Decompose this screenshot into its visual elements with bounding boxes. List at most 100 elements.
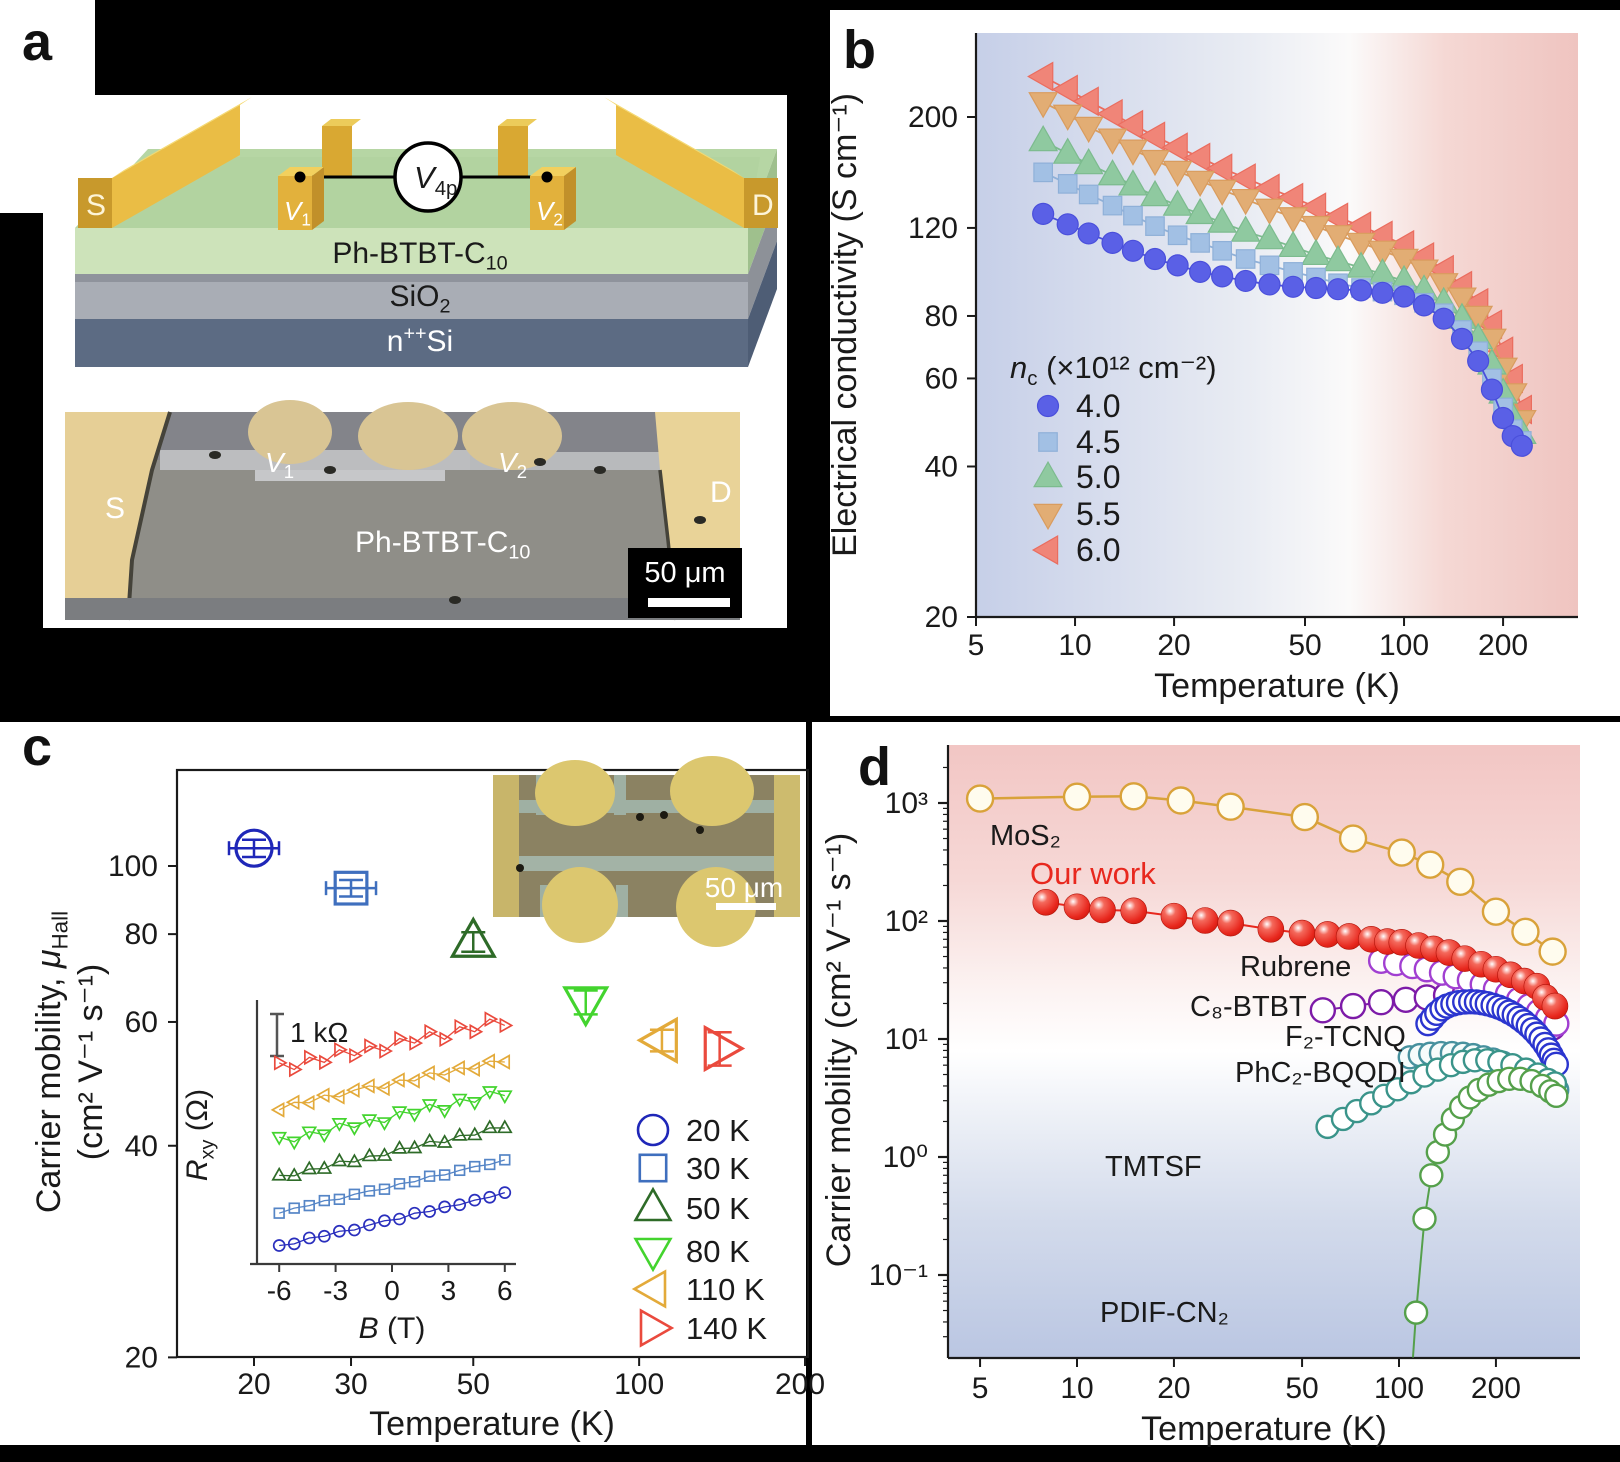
scalebar-label: 1 kΩ: [290, 1017, 348, 1048]
data-point: [439, 1031, 454, 1048]
organic-front-face: [75, 228, 748, 274]
data-point: [1419, 1163, 1444, 1188]
legend-label: 4.5: [1076, 424, 1120, 460]
pale-strip: [616, 885, 628, 917]
data-point: [1184, 142, 1211, 173]
probe2-post-face: [530, 176, 564, 230]
pale-strip: [493, 856, 800, 871]
data-point: [394, 1030, 409, 1047]
data-point: [378, 1214, 391, 1228]
data-point: [1409, 259, 1439, 286]
data-point: [303, 1199, 315, 1212]
data-point: [1510, 434, 1533, 457]
micrograph-v2-label: V2: [498, 447, 527, 482]
data-point: [345, 1082, 360, 1098]
bottom-strip: [65, 598, 740, 620]
data-point: [1276, 182, 1304, 213]
data-point: [1254, 222, 1285, 250]
data-point: [271, 1166, 288, 1181]
organic-layer-label: Ph-BTBT-C10: [332, 237, 507, 275]
data-point: [1212, 240, 1232, 261]
data-point: [288, 1061, 303, 1078]
legend-marker: [1038, 432, 1058, 452]
data-point: [481, 1053, 496, 1069]
legend-label: 20 K: [686, 1113, 750, 1148]
data-point: [1206, 153, 1233, 184]
source-label: S: [86, 189, 106, 222]
gold-column: [774, 775, 800, 917]
data-point: [1028, 92, 1059, 119]
data-point: [1258, 273, 1281, 296]
series-line: [279, 1090, 505, 1143]
data-point: [453, 1164, 466, 1177]
data-point: [965, 784, 995, 813]
data-point: [1480, 378, 1504, 401]
data-point: [273, 1054, 288, 1071]
data-point: [1544, 1083, 1569, 1109]
legend-label: 110 K: [686, 1272, 765, 1307]
inset-x-tick-label: -3: [323, 1275, 348, 1306]
data-point: [1491, 406, 1515, 430]
data-point: [1216, 792, 1245, 821]
data-point: [1321, 202, 1349, 233]
data-point: [469, 1023, 484, 1040]
data-point: [346, 1122, 363, 1137]
data-point: [408, 1206, 421, 1220]
data-point: [1073, 148, 1104, 175]
substrate-front-face: [75, 319, 748, 367]
data-point: [1166, 254, 1189, 277]
data-point: [1230, 215, 1261, 242]
legend-marker: [1036, 394, 1060, 418]
source-electrode-cap: [78, 178, 112, 228]
panel-a-letter-bg: [0, 0, 95, 95]
probe1-post-top: [278, 167, 324, 176]
data-point: [1335, 923, 1363, 950]
data-point: [1281, 275, 1305, 298]
substrate-side-face: [748, 241, 777, 367]
data-point: [1416, 850, 1445, 879]
data-point: [1207, 206, 1238, 233]
data-point: [1541, 992, 1569, 1020]
data-point: [1387, 838, 1416, 867]
data-point: [1278, 207, 1309, 234]
panel-c-letter: c: [22, 717, 52, 777]
data-point: [484, 1158, 496, 1171]
legend-label: 5.5: [1076, 496, 1120, 532]
probe1-post-side: [312, 167, 324, 230]
probe1-label: V1: [284, 196, 311, 230]
data-point: [1166, 786, 1195, 815]
data-point: [316, 1160, 333, 1174]
data-point: [376, 1117, 393, 1131]
data-point: [1162, 160, 1193, 188]
y-tick-label: 80: [925, 300, 958, 333]
legend-marker: [633, 1186, 673, 1222]
data-point: [1278, 230, 1309, 258]
data-point: [1062, 782, 1092, 811]
legend-marker: [1033, 460, 1063, 488]
oxide-layer-label: SiO2: [389, 280, 450, 318]
inset-x-title: B (T): [359, 1312, 426, 1345]
data-point: [1349, 279, 1373, 302]
y-tick-label: 80: [125, 918, 158, 951]
x-tick-label: 30: [334, 1368, 367, 1401]
data-point: [391, 1106, 408, 1121]
data-point: [1162, 189, 1193, 216]
inset-x-tick-label: -6: [267, 1275, 292, 1306]
data-point: [1229, 163, 1256, 193]
data-point: [449, 916, 497, 958]
legend-label: 6.0: [1076, 532, 1120, 568]
data-point: [496, 1090, 513, 1105]
data-point: [436, 1067, 450, 1083]
x-tick-label: 20: [237, 1368, 270, 1401]
drain-electrode-top: [604, 97, 744, 178]
data-point: [498, 1186, 512, 1199]
probe1-post-face: [278, 176, 312, 230]
data-point: [421, 1132, 438, 1147]
speck: [534, 458, 546, 466]
data-point: [1339, 992, 1367, 1020]
series-annotation: Our work: [1030, 856, 1156, 891]
data-point: [484, 1011, 499, 1027]
x-tick-label: 50: [1285, 1372, 1318, 1405]
data-point: [423, 1205, 436, 1218]
data-point: [636, 1016, 678, 1064]
